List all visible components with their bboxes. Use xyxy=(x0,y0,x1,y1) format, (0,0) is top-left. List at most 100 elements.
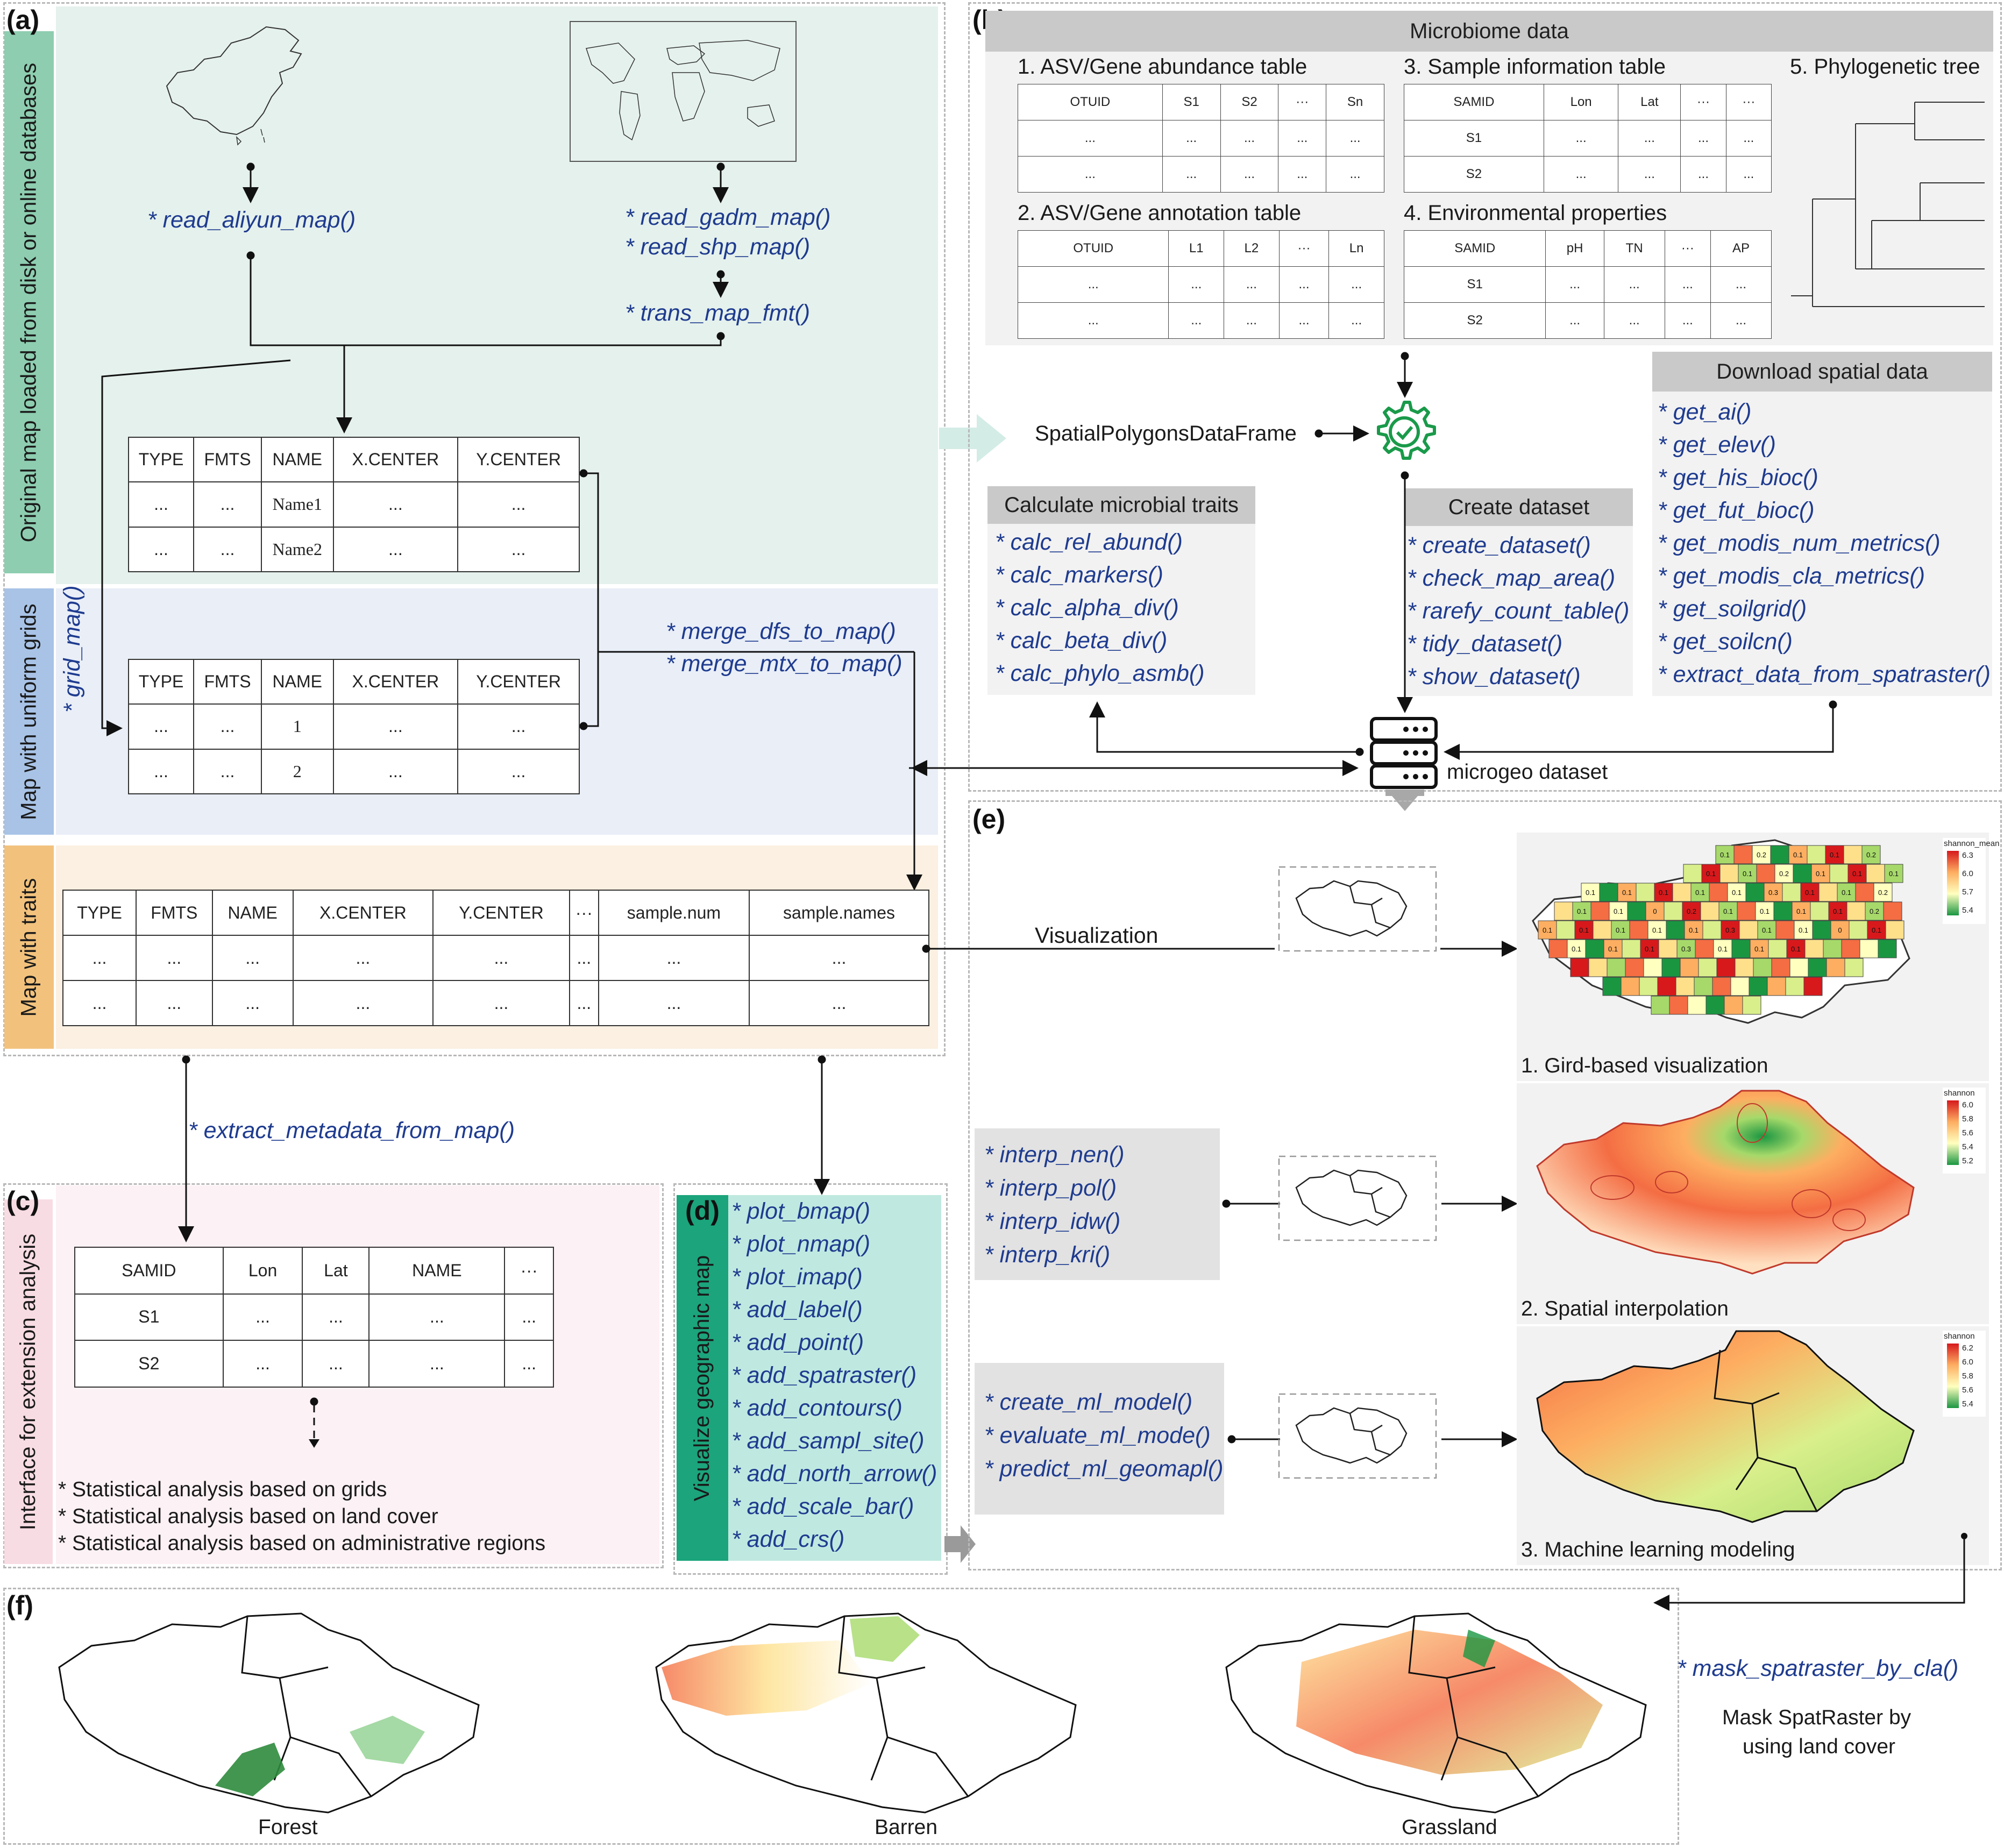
grid-cell xyxy=(1883,901,1902,921)
fn-add-point: * add_point() xyxy=(731,1330,864,1355)
fn-add-north-arrow: * add_north_arrow() xyxy=(731,1461,937,1487)
legend1-bar xyxy=(1947,851,1959,915)
table-c-cell: ... xyxy=(504,1340,554,1388)
table-b4: SAMID pH TN ··· AP S1............ S2........… xyxy=(1403,230,1772,339)
t4-title: 4. Environmental properties xyxy=(1404,201,1667,225)
table-a3-cell: ... xyxy=(136,935,213,981)
panel-c-label: (c) xyxy=(6,1186,40,1216)
grid-cell xyxy=(1884,864,1903,883)
legend1: shannon_mean 6.3 6.0 5.7 5.4 xyxy=(1943,838,1999,924)
grid-cell xyxy=(1712,977,1731,996)
grid-cell-label: 0.1 xyxy=(1572,945,1581,953)
legend3-bar xyxy=(1947,1344,1959,1408)
grid-cell xyxy=(1719,864,1739,883)
table-b1-cell: ... xyxy=(1326,120,1384,157)
table-b1-cell: ... xyxy=(1326,156,1384,193)
fn-tidy-dataset: * tidy_dataset() xyxy=(1407,631,1563,657)
table-b4-cell: ... xyxy=(1545,302,1604,339)
grid-cell-label: 0.1 xyxy=(1577,907,1587,915)
calc-header: Calculate microbial traits xyxy=(987,486,1255,524)
grid-cell xyxy=(1622,939,1641,958)
grid-cell xyxy=(1730,977,1750,996)
grid-cell xyxy=(1731,939,1751,958)
table-b4-header: pH xyxy=(1545,230,1604,267)
grid-cell-label: 0.2 xyxy=(1878,889,1888,897)
grid-cell xyxy=(1590,901,1610,921)
table-a2-header: NAME xyxy=(261,658,334,705)
grid-cell xyxy=(1694,977,1713,996)
grid-cell xyxy=(1581,883,1600,902)
table-a2-cell: ... xyxy=(332,748,459,795)
fn-mask-spatraster-by-cla: * mask_spatraster_by_cla() xyxy=(1677,1655,1959,1681)
grid-cell xyxy=(1567,939,1586,958)
table-b2-cell: ... xyxy=(1328,266,1384,303)
table-b1-cell: ... xyxy=(1278,156,1327,193)
legend3-tick: 5.4 xyxy=(1962,1399,1973,1409)
panel-f-frame xyxy=(3,1588,1679,1845)
grid-cell xyxy=(1756,864,1775,883)
table-a3-cell: ... xyxy=(211,980,294,1026)
grid-cell-label: 0.1 xyxy=(1732,889,1742,897)
table-b1-header: ··· xyxy=(1278,84,1327,120)
fn-rarefy-count-table: * rarefy_count_table() xyxy=(1407,598,1630,624)
grid-cell xyxy=(1715,845,1735,864)
table-c-header: NAME xyxy=(368,1247,506,1295)
fn-merge-mtx-to-map: * merge_mtx_to_map() xyxy=(666,651,902,677)
grid-cell xyxy=(1785,977,1804,996)
grid-cell xyxy=(1554,901,1573,921)
grassland-map xyxy=(1225,1612,1647,1814)
grid-cell-label: 0.2 xyxy=(1870,907,1879,915)
grid-cell xyxy=(1721,920,1740,940)
grid-cell xyxy=(1843,845,1863,864)
legend3-title: shannon xyxy=(1944,1332,1975,1341)
caption-grassland: Grassland xyxy=(1402,1816,1497,1839)
table-a2-cell: ... xyxy=(457,748,580,795)
grid-cell-label: 0.3 xyxy=(1681,945,1691,953)
fn-get-soilcn: * get_soilcn() xyxy=(1658,629,1793,655)
grid-cell xyxy=(1588,958,1608,977)
fn-add-sampl-site: * add_sampl_site() xyxy=(731,1428,925,1454)
create-fn-list: * create_dataset() * check_map_area() * … xyxy=(1407,529,1630,693)
grid-cell-label: 0 xyxy=(1838,926,1842,934)
grid-cell xyxy=(1812,920,1831,940)
arrow-a-to-b xyxy=(939,414,1006,463)
grid-cell xyxy=(1774,864,1794,883)
t2-title: 2. ASV/Gene annotation table xyxy=(1018,201,1302,225)
stat-grids: * Statistical analysis based on grids xyxy=(58,1478,387,1501)
table-b2-cell: ... xyxy=(1168,266,1225,303)
grid-cell-label: 0.2 xyxy=(1757,851,1766,859)
grid-cell xyxy=(1855,883,1874,902)
fn-calc-alpha-div: * calc_alpha_div() xyxy=(995,595,1179,621)
table-b3: SAMID Lon Lat ··· ··· S1............ S2.....… xyxy=(1404,84,1772,193)
table-a1: TYPE FMTS NAME X.CENTER Y.CENTER ...... Name1… xyxy=(127,436,580,573)
table-c: SAMID Lon Lat NAME ··· S1............ S2....… xyxy=(74,1247,554,1388)
panel-a-row3-label: Map with traits xyxy=(4,845,54,1049)
download-header: Download spatial data xyxy=(1652,352,1992,392)
panel-d-bg xyxy=(728,1195,941,1561)
fn-get-his-bioc: * get_his_bioc() xyxy=(1658,465,1818,491)
table-row: S2............ xyxy=(1403,302,1772,339)
grid-cell xyxy=(1844,958,1864,977)
grid-cell-label: 0.2 xyxy=(1779,870,1789,878)
grid-cell xyxy=(1789,958,1809,977)
table-a1-cell: ... xyxy=(127,526,195,573)
table-b3-cell: ... xyxy=(1618,120,1681,157)
table-a1-cell: ... xyxy=(193,526,262,573)
grid-cell xyxy=(1538,920,1557,940)
grid-based-map: 0.1 0.2 0.1 0.1 0.2 0.1 0.1 0.2 0.1 0.1 0.1 0.1 0.1 0… xyxy=(1532,839,1910,1024)
table-a2-header: X.CENTER xyxy=(332,658,459,705)
table-b2-cell: ... xyxy=(1224,302,1280,339)
table-row: TYPE FMTS NAME X.CENTER Y.CENTER xyxy=(127,436,580,483)
table-b4-cell: ... xyxy=(1710,266,1772,303)
grid-cell xyxy=(1755,901,1774,921)
table-b4-header: AP xyxy=(1710,230,1772,267)
mask-line1: Mask SpatRaster by xyxy=(1722,1706,1911,1729)
table-c-cell: S1 xyxy=(74,1293,224,1341)
caption-grid-based: 1. Gird-based visualization xyxy=(1521,1054,1768,1077)
grid-cell xyxy=(1672,883,1692,902)
table-a3-cell: ... xyxy=(292,980,434,1026)
table-a3-cell: ... xyxy=(598,980,750,1026)
fn-interp-idw: * interp_idw() xyxy=(984,1209,1121,1234)
table-b3-cell: ... xyxy=(1543,120,1619,157)
table-row: ............... xyxy=(1017,302,1384,339)
